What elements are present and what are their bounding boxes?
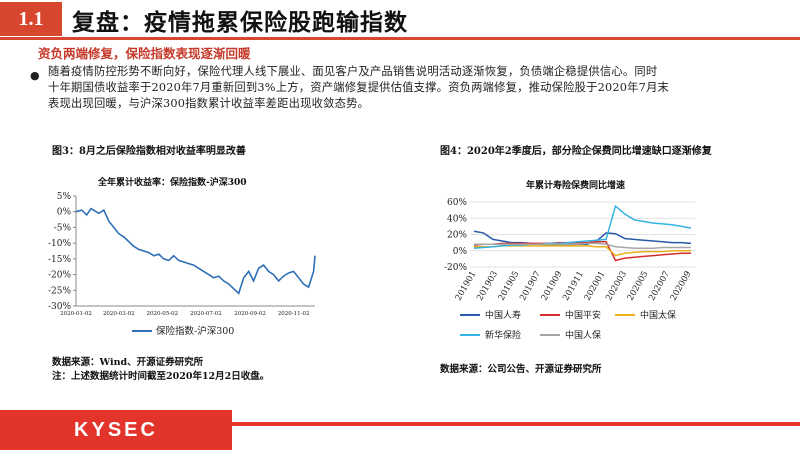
right-x-tick-label: 202009 bbox=[669, 270, 694, 303]
footer-rule bbox=[232, 422, 800, 426]
left-x-tick-label: 2020-01-02 bbox=[60, 311, 92, 317]
page-title: 复盘：疫情拖累保险股跑输指数 bbox=[72, 9, 408, 36]
left-x-tick-label: 2020-09-02 bbox=[234, 311, 266, 317]
left-y-tick-label: 0% bbox=[57, 208, 72, 218]
right-y-tick-label: 20% bbox=[447, 231, 467, 241]
left-y-tick-label: -15% bbox=[48, 255, 71, 265]
bullet-paragraph: 随着疫情防控形势不断向好，保险代理人线下展业、面见客户及产品销售说明活动逐渐恢复… bbox=[48, 64, 768, 112]
left-figure-caption: 图3：8月之后保险指数相对收益率明显改善 bbox=[52, 146, 246, 157]
left-chart-title: 全年累计收益率：保险指数-沪深300 bbox=[98, 178, 247, 188]
left-figure-source: 数据来源：Wind、开源证券研究所 注：上述数据统计时间截至2020年12月2日… bbox=[52, 356, 269, 384]
left-x-tick-label: 2020-11-02 bbox=[278, 311, 310, 317]
left-x-tick-label: 2020-03-02 bbox=[103, 311, 135, 317]
left-series-line bbox=[75, 207, 316, 295]
right-series-line-1 bbox=[473, 241, 691, 262]
left-y-tick-label: -30% bbox=[48, 302, 71, 312]
left-x-tick-label: 2020-07-02 bbox=[190, 311, 222, 317]
right-series-line-4 bbox=[474, 242, 691, 250]
footer-logo-block bbox=[0, 410, 232, 450]
bullet-icon: ● bbox=[30, 69, 40, 82]
kysec-logo: KYSEC bbox=[74, 418, 158, 441]
right-figure-caption: 图4：2020年2季度后，部分险企保费同比增速缺口逐渐修复 bbox=[440, 146, 712, 157]
left-legend-label: 保险指数-沪深300 bbox=[156, 325, 234, 337]
section-number-badge: 1.1 bbox=[0, 2, 62, 36]
right-legend-label: 中国太保 bbox=[640, 309, 676, 321]
right-series-line-3 bbox=[473, 204, 692, 250]
left-y-tick-label: 5% bbox=[57, 192, 72, 202]
bullet-line-3: 表现出现回暖，与沪深300指数累计收益率差距出现收敛态势。 bbox=[48, 97, 370, 110]
left-y-tick-label: -10% bbox=[48, 239, 71, 249]
bullet-line-2: 十年期国债收益率于2020年7月重新回到3%上方，资产端修复提供估值支撑。资负两… bbox=[48, 81, 670, 94]
left-x-tick-label: 2020-05-02 bbox=[146, 311, 178, 317]
right-legend-label: 中国人保 bbox=[565, 329, 601, 341]
bullet-line-1: 随着疫情防控形势不断向好，保险代理人线下展业、面见客户及产品销售说明活动逐渐恢复… bbox=[48, 65, 658, 78]
right-y-tick-label: 40% bbox=[447, 214, 467, 224]
right-legend-label: 新华保险 bbox=[485, 329, 521, 341]
left-line-chart: 5% 0% -5% -10% -15% -20% -25% -30%2020-01-02 202… bbox=[48, 192, 316, 337]
section-subtitle: 资负两端修复，保险指数表现逐渐回暖 bbox=[38, 46, 251, 61]
right-y-tick-label: 60% bbox=[447, 198, 467, 208]
left-y-tick-label: -5% bbox=[54, 223, 72, 233]
right-legend-label: 中国平安 bbox=[565, 309, 601, 321]
left-source-line: 数据来源：Wind、开源证券研究所 bbox=[52, 357, 204, 368]
title-divider bbox=[0, 37, 800, 40]
right-y-tick-label: 0% bbox=[453, 247, 468, 257]
right-y-tick-label: -20% bbox=[444, 263, 467, 273]
header-band bbox=[0, 0, 800, 38]
left-note-line: 注：上述数据统计时间截至2020年12月2日收盘。 bbox=[52, 371, 270, 382]
right-chart-title: 年累计寿险保费同比增速 bbox=[526, 181, 626, 191]
right-figure-source: 数据来源：公司公告、开源证券研究所 bbox=[440, 364, 602, 375]
left-y-tick-label: -20% bbox=[48, 271, 71, 281]
left-y-tick-label: -25% bbox=[48, 286, 71, 296]
right-legend-label: 中国人寿 bbox=[485, 309, 521, 321]
right-line-chart: 60%40%20%0%-20%2019012019032019052019072… bbox=[444, 198, 695, 341]
